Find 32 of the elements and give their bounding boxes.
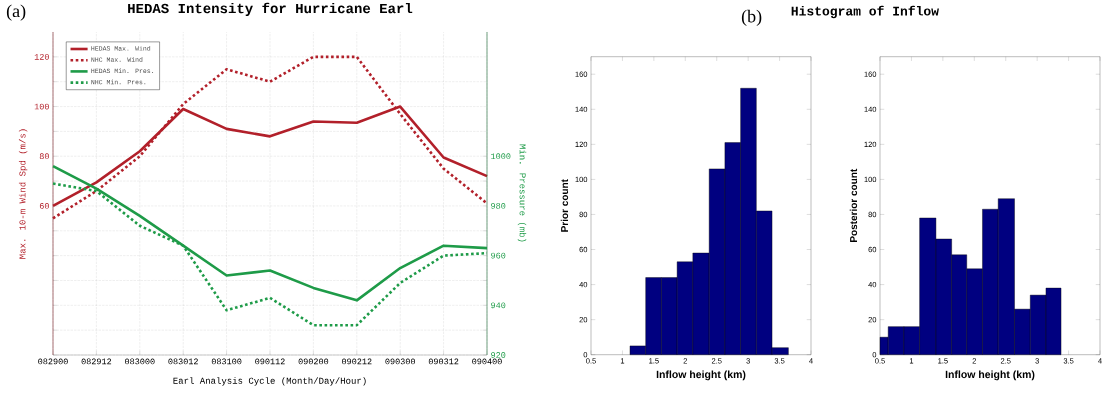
x-tick-label: 090200 [298,358,329,365]
text: (a) [6,4,26,21]
x-tick-label: 090112 [255,358,285,365]
y2-axis-title: Min. Pressure (mb) [517,144,527,242]
y2-tick-label: 920 [491,352,506,358]
chart-title: HEDAS Intensity for Hurricane Earl [128,2,413,16]
x-tick-label: 090312 [428,358,459,365]
x-tick-label: 090400 [472,358,502,365]
x-axis-title: Earl Analysis Cycle (Month/Day/Hour) [173,377,366,386]
x-tick-label: 082900 [38,358,68,365]
y2-tick-label: 980 [491,203,506,209]
x-tick-label: 083012 [168,358,198,365]
y-tick-label: 100 [34,103,49,110]
y-tick-label: 120 [34,53,49,60]
y-axis-title: Prior count [560,179,569,232]
text: Histogram of Inflow [791,5,939,19]
y-tick-label: 60 [39,203,49,209]
y2-tick-label: 960 [491,252,506,259]
x-axis-title: Inflow height (km) [656,370,746,381]
x-tick-label: 090212 [342,358,372,365]
y2-tick-label: 1000 [491,153,511,160]
x-axis-title: Inflow height (km) [945,370,1035,381]
x-tick-label: 082912 [81,358,112,365]
y-tick-label: 80 [39,153,49,160]
x-tick-label: 083000 [125,358,155,365]
y-axis-title: Max. 10-m Wind Spd (m/s) [18,129,28,259]
x-tick-label: 090300 [385,358,415,365]
y-axis-title: Posterior count [849,168,858,242]
line-series [51,55,489,220]
text: (b) [741,9,762,27]
x-tick-label: 083100 [211,358,242,365]
y2-tick-label: 940 [491,302,506,309]
